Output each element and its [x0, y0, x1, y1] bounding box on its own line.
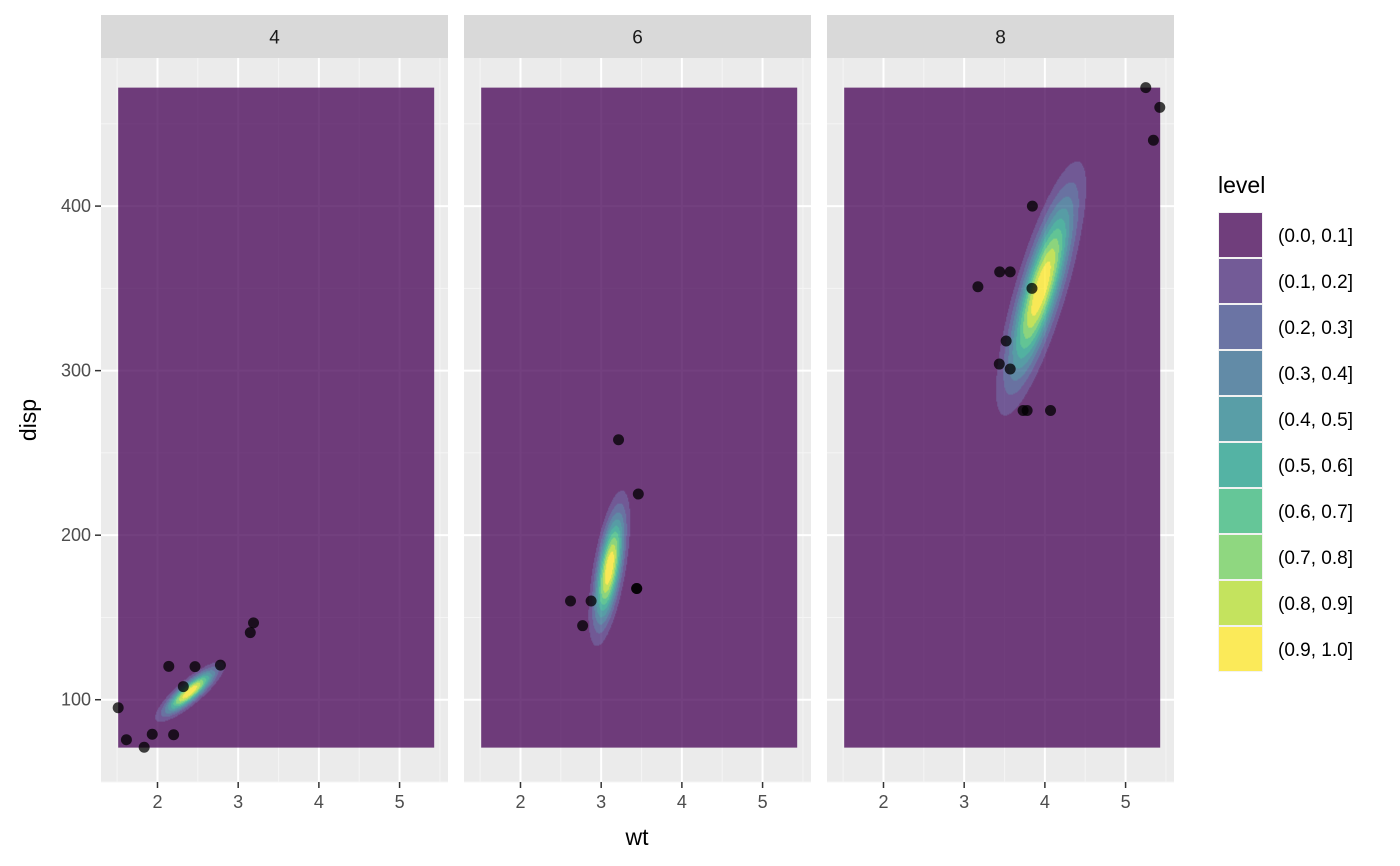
legend-title: level [1218, 172, 1265, 198]
y-axis-title: disp [15, 399, 41, 441]
data-point [138, 741, 150, 753]
y-axis-tick-label: 200 [61, 525, 91, 545]
x-axis-tick-label: 5 [395, 792, 405, 812]
legend-label: (0.5, 0.6] [1278, 456, 1353, 477]
facet-strip-label: 4 [269, 28, 280, 49]
data-point [177, 681, 189, 693]
legend-key [1219, 259, 1262, 303]
data-point [1021, 404, 1033, 416]
facet-panel-8: 8 [827, 15, 1174, 783]
legend-label: (0.0, 0.1] [1278, 226, 1353, 247]
axes-layer: 2 3 4 5 2 3 4 5 2 3 4 5 100 200 300 400 [61, 196, 1131, 812]
x-axis-tick-label: 5 [1121, 792, 1131, 812]
legend-label: (0.9, 1.0] [1278, 640, 1353, 661]
data-point [1004, 363, 1016, 375]
legend-label: (0.7, 0.8] [1278, 548, 1353, 569]
data-point [631, 582, 643, 594]
facet-panel-6: 6 [464, 15, 811, 783]
x-axis-tick-label: 3 [596, 792, 606, 812]
x-axis-tick-label: 2 [152, 792, 162, 812]
data-point [1026, 282, 1038, 294]
data-point [585, 595, 597, 607]
data-point [120, 734, 132, 746]
legend: level (0.0, 0.1] (0.1, 0.2] (0.2, 0.3] (0.3… [1218, 172, 1353, 672]
facet-strip-label: 8 [995, 28, 1006, 49]
x-axis-tick-label: 2 [878, 792, 888, 812]
legend-label: (0.6, 0.7] [1278, 502, 1353, 523]
x-axis-title: wt [625, 824, 650, 850]
data-point [189, 661, 201, 673]
legend-label: (0.2, 0.3] [1278, 318, 1353, 339]
legend-key [1219, 581, 1262, 625]
x-axis-tick-label: 5 [758, 792, 768, 812]
data-point [244, 627, 256, 639]
data-point [146, 728, 158, 740]
legend-key [1219, 627, 1262, 671]
data-point [1147, 134, 1159, 146]
data-point [112, 702, 124, 714]
data-point [972, 281, 984, 293]
data-point [632, 488, 644, 500]
data-point [248, 617, 260, 629]
legend-key [1219, 351, 1262, 395]
density-fill [118, 87, 435, 748]
legend-label: (0.4, 0.5] [1278, 410, 1353, 431]
legend-label: (0.8, 0.9] [1278, 594, 1353, 615]
legend-key [1219, 213, 1262, 257]
legend-key [1219, 397, 1262, 441]
data-point [993, 358, 1005, 370]
legend-key [1219, 443, 1262, 487]
x-axis-tick-label: 3 [233, 792, 243, 812]
legend-label: (0.1, 0.2] [1278, 272, 1353, 293]
x-axis-tick-label: 4 [1040, 792, 1050, 812]
data-point [1045, 404, 1057, 416]
legend-label: (0.3, 0.4] [1278, 364, 1353, 385]
data-point [1154, 101, 1166, 113]
density-fill [481, 87, 798, 748]
y-axis-tick-label: 100 [61, 690, 91, 710]
data-point [613, 434, 625, 446]
facet-strip-label: 6 [632, 28, 643, 49]
x-axis-tick-label: 2 [515, 792, 525, 812]
panels-layer: 4 6 8 [101, 15, 1174, 783]
data-point [577, 620, 589, 632]
data-point [214, 659, 226, 671]
data-point [1026, 200, 1038, 212]
facet-strip [827, 15, 1174, 58]
data-point [168, 729, 180, 741]
facet-strip [101, 15, 448, 58]
legend-key [1219, 305, 1262, 349]
y-axis-tick-label: 300 [61, 361, 91, 381]
facet-strip [464, 15, 811, 58]
data-point [163, 660, 175, 672]
density-fill [844, 87, 1161, 748]
x-axis-tick-label: 3 [959, 792, 969, 812]
data-point [994, 266, 1006, 278]
x-axis-tick-label: 4 [314, 792, 324, 812]
legend-key [1219, 489, 1262, 533]
facet-panel-4: 4 [101, 15, 448, 783]
x-axis-tick-label: 4 [677, 792, 687, 812]
data-point [1004, 266, 1016, 278]
y-axis-tick-label: 400 [61, 196, 91, 216]
legend-key [1219, 535, 1262, 579]
data-point [1000, 335, 1012, 347]
data-point [1140, 82, 1152, 94]
data-point [565, 595, 577, 607]
